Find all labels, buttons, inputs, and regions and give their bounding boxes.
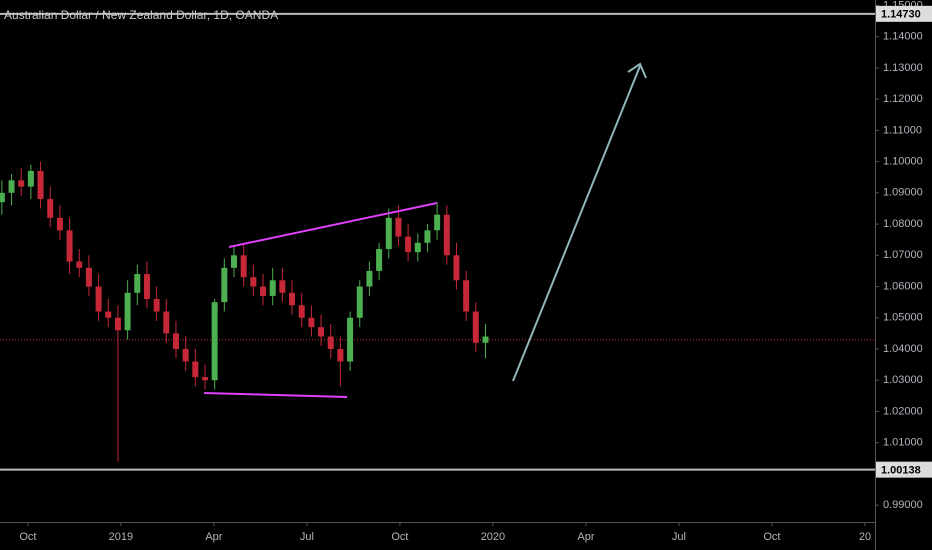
y-tick-label: 1.07000 bbox=[883, 249, 923, 261]
candle-body bbox=[105, 311, 112, 318]
candle-body bbox=[395, 217, 402, 237]
candle-body bbox=[172, 333, 179, 350]
candle-body bbox=[279, 280, 286, 293]
candle-body bbox=[385, 217, 392, 250]
y-tick-label: 1.03000 bbox=[883, 374, 923, 386]
arrow-head bbox=[627, 62, 647, 79]
candle-body bbox=[27, 170, 34, 187]
candle-body bbox=[443, 214, 450, 256]
candle-body bbox=[240, 255, 247, 278]
candle-body bbox=[85, 267, 92, 287]
candle-body bbox=[8, 180, 15, 193]
level-label: 1.14730 bbox=[881, 9, 921, 21]
candle-body bbox=[472, 311, 479, 343]
candle-body bbox=[269, 280, 276, 296]
x-tick-label: Oct bbox=[391, 531, 408, 543]
candle-body bbox=[201, 377, 208, 381]
candle-body bbox=[327, 336, 334, 350]
candle-body bbox=[366, 270, 373, 287]
y-tick-label: 1.01000 bbox=[883, 437, 923, 449]
candle-body bbox=[424, 230, 431, 243]
y-tick-label: 1.02000 bbox=[883, 405, 923, 417]
candle-body bbox=[463, 280, 470, 312]
y-tick-label: 0.99000 bbox=[883, 499, 923, 511]
candle-body bbox=[453, 255, 460, 281]
candle-body bbox=[0, 192, 5, 203]
candle-body bbox=[414, 242, 421, 253]
x-tick-label: 20 bbox=[859, 531, 871, 543]
candle-body bbox=[221, 267, 228, 303]
x-tick-label: Jul bbox=[300, 531, 314, 543]
candle-body bbox=[114, 317, 121, 331]
candle-body bbox=[66, 230, 73, 262]
candle-body bbox=[56, 217, 63, 231]
candle-body bbox=[308, 317, 315, 328]
candle-body bbox=[163, 311, 170, 334]
candle-body bbox=[289, 292, 296, 306]
candle-body bbox=[192, 361, 199, 378]
trend-line bbox=[203, 392, 348, 398]
candle-body bbox=[153, 299, 160, 312]
y-tick-label: 1.04000 bbox=[883, 343, 923, 355]
candle-body bbox=[298, 305, 305, 318]
y-tick-label: 1.06000 bbox=[883, 280, 923, 292]
x-tick-label: Oct bbox=[763, 531, 780, 543]
candle-body bbox=[376, 249, 383, 271]
candle-body bbox=[250, 277, 257, 287]
candle-body bbox=[143, 274, 150, 300]
candle-body bbox=[182, 349, 189, 362]
candle-body bbox=[337, 349, 344, 362]
candle-body bbox=[260, 286, 267, 296]
candle-body bbox=[95, 286, 102, 312]
y-tick-label: 1.09000 bbox=[883, 187, 923, 199]
x-tick-label: Jul bbox=[672, 531, 686, 543]
x-tick-label: 2020 bbox=[481, 531, 505, 543]
candle-body bbox=[347, 317, 354, 362]
candle-body bbox=[231, 255, 238, 268]
y-tick-label: 1.15000 bbox=[883, 0, 923, 11]
chart-title: Australian Dollar / New Zealand Dollar, … bbox=[4, 8, 278, 22]
candle-body bbox=[434, 214, 441, 231]
drawings bbox=[203, 62, 647, 398]
y-tick-label: 1.10000 bbox=[883, 155, 923, 167]
plot-area bbox=[0, 12, 875, 471]
candle-body bbox=[482, 336, 489, 343]
trend-line bbox=[228, 202, 438, 248]
y-tick-label: 1.12000 bbox=[883, 93, 923, 105]
y-tick-label: 1.05000 bbox=[883, 312, 923, 324]
x-tick-label: Apr bbox=[577, 531, 594, 543]
candle-body bbox=[18, 180, 25, 187]
y-tick-label: 1.13000 bbox=[883, 62, 923, 74]
candle-body bbox=[47, 199, 54, 218]
candle-body bbox=[318, 327, 325, 337]
candle-body bbox=[405, 236, 412, 253]
candle-body bbox=[211, 302, 218, 381]
candle-body bbox=[356, 286, 363, 318]
candle-body bbox=[124, 292, 131, 331]
x-tick-label: 2019 bbox=[109, 531, 133, 543]
x-tick-label: Oct bbox=[19, 531, 36, 543]
y-tick-label: 1.11000 bbox=[883, 124, 922, 136]
y-tick-label: 1.08000 bbox=[883, 218, 923, 230]
level-label-box bbox=[876, 5, 932, 22]
candle-body bbox=[134, 274, 141, 293]
candle-body bbox=[76, 261, 83, 268]
candle-body bbox=[37, 170, 44, 200]
x-tick-label: Apr bbox=[205, 531, 222, 543]
y-tick-label: 1.14000 bbox=[883, 31, 923, 43]
level-label-box bbox=[876, 461, 932, 478]
level-label: 1.00138 bbox=[881, 465, 921, 477]
arrow bbox=[512, 65, 641, 382]
